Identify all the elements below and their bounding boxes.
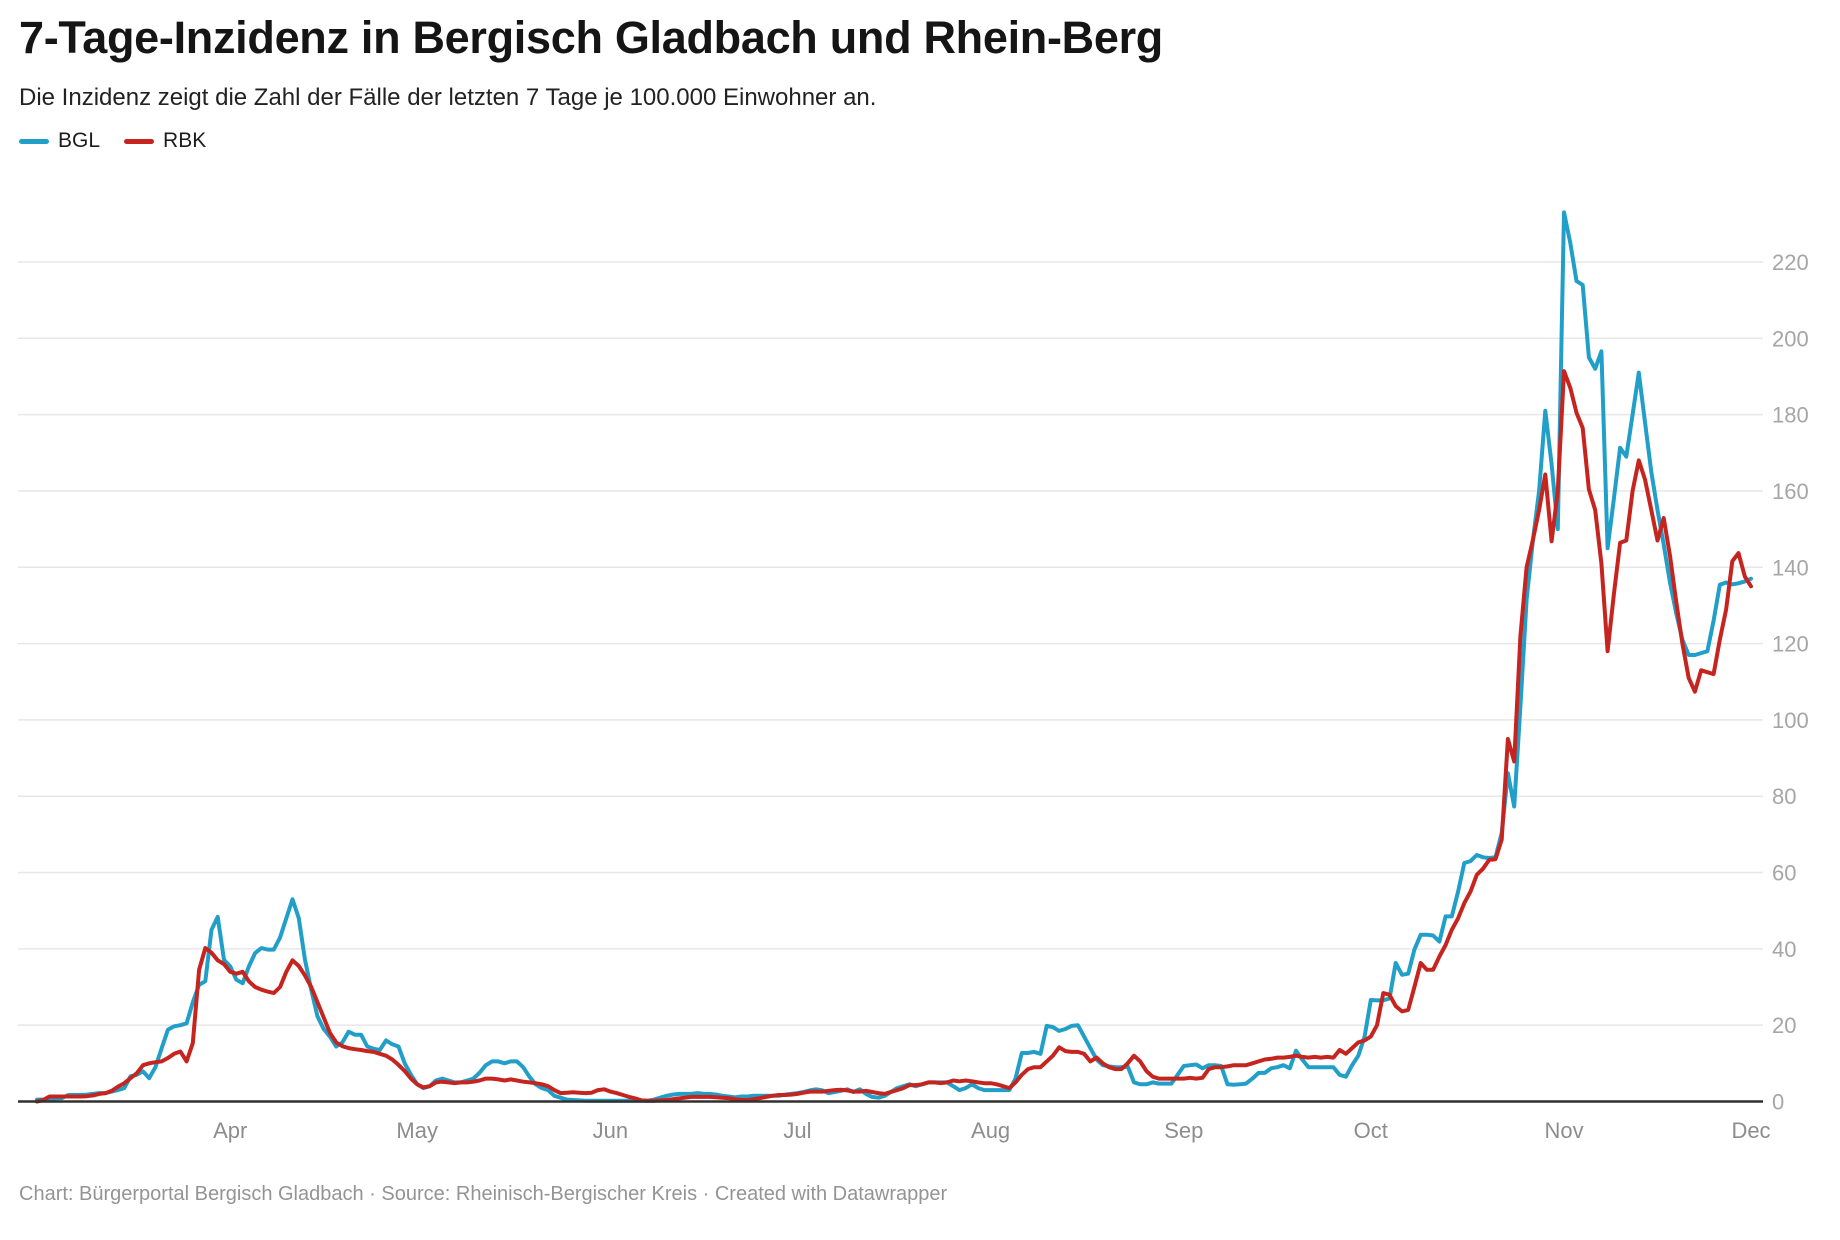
y-axis-tick-label: 100: [1772, 708, 1809, 733]
y-axis-tick-label: 80: [1772, 784, 1796, 809]
x-axis-labels: Apr May Jun Jul Aug Sep Oct Nov Dec: [213, 1118, 1770, 1143]
rbk-line-swatch: [124, 138, 155, 144]
series-lines: [35, 210, 1753, 1104]
y-axis-tick-label: 20: [1772, 1013, 1796, 1038]
chart-footer: Chart: Bürgerportal Bergisch Gladbach · …: [19, 1183, 948, 1205]
y-axis-tick-label: 180: [1772, 403, 1809, 428]
y-axis-tick-label: 40: [1772, 937, 1796, 962]
y-axis-tick-label: 60: [1772, 861, 1796, 886]
y-axis-tick-label: 200: [1772, 326, 1809, 351]
y-axis-tick-label: 120: [1772, 632, 1809, 657]
x-axis-month-label: Oct: [1354, 1118, 1388, 1143]
legend-label-bgl: BGL: [58, 129, 101, 152]
x-axis-month-label: Dec: [1731, 1118, 1770, 1143]
bgl-line-swatch: [19, 138, 49, 144]
x-axis-month-label: May: [396, 1118, 438, 1143]
page-title: 7-Tage-Inzidenz in Bergisch Gladbach und…: [19, 12, 1163, 63]
y-axis-tick-label: 220: [1772, 250, 1809, 275]
chart-subtitle: Die Inzidenz zeigt die Zahl der Fälle de…: [19, 84, 877, 111]
gridlines: [18, 261, 1763, 1026]
x-axis-month-label: Aug: [971, 1118, 1010, 1143]
x-axis-month-label: Nov: [1544, 1118, 1583, 1143]
legend-item-bgl[interactable]: BGL: [19, 129, 100, 153]
y-axis-tick-label: 160: [1772, 479, 1809, 504]
x-axis-month-label: Jul: [783, 1118, 811, 1143]
legend-label-rbk: RBK: [163, 129, 207, 152]
x-axis-month-label: Apr: [213, 1118, 247, 1143]
x-axis-month-label: Jun: [593, 1118, 628, 1143]
series-line-rbk[interactable]: [35, 369, 1753, 1104]
x-axis-month-label: Sep: [1164, 1118, 1203, 1143]
series-line-bgl[interactable]: [35, 210, 1753, 1103]
y-axis-labels: 0 20 40 60 80 100 120 140 160 180 200 220: [1772, 250, 1809, 1115]
y-axis-tick-label: 140: [1772, 555, 1809, 580]
legend-item-rbk[interactable]: RBK: [124, 129, 206, 153]
y-axis-tick-label: 0: [1772, 1090, 1784, 1115]
legend: BGL RBK: [19, 129, 206, 153]
